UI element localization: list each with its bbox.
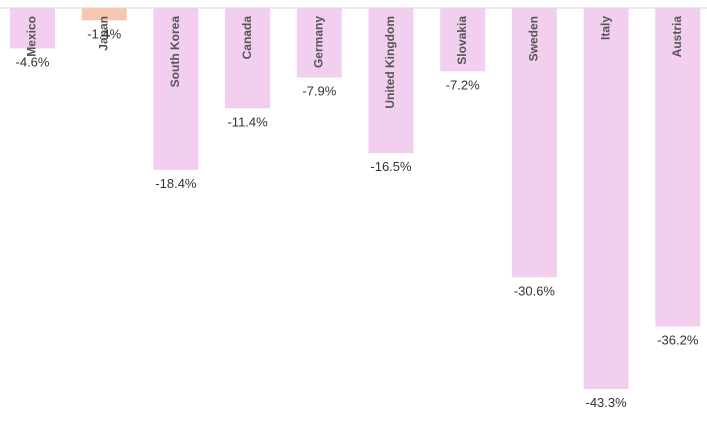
bar-slovakia (440, 8, 486, 72)
value-label-austria: -36.2% (657, 333, 699, 348)
category-label-sweden: Sweden (527, 16, 541, 61)
bar-mexico (10, 8, 55, 49)
bars-group (10, 8, 701, 389)
value-label-canada: -11.4% (227, 114, 268, 129)
value-label-south-korea: -18.4% (155, 176, 197, 191)
value-label-mexico: -4.6% (16, 54, 50, 69)
category-label-austria: Austria (670, 16, 684, 58)
category-label-germany: Germany (311, 16, 325, 68)
bar-germany (296, 8, 342, 78)
value-label-germany: -7.9% (302, 84, 336, 99)
category-label-italy: Italy (598, 16, 612, 40)
value-label-sweden: -30.6% (514, 283, 556, 298)
bar-austria (655, 8, 701, 327)
value-label-united-kingdom: -16.5% (370, 159, 412, 174)
value-label-japan: -1.4% (87, 26, 121, 41)
value-label-slovakia: -7.2% (446, 77, 480, 92)
category-label-mexico: Mexico (25, 16, 39, 57)
bar-united-kingdom (368, 8, 414, 154)
category-label-canada: Canada (240, 16, 254, 60)
bar-canada (225, 8, 271, 109)
category-label-south-korea: South Korea (168, 16, 182, 88)
bar-sweden (511, 8, 557, 278)
value-label-italy: -43.3% (585, 395, 627, 410)
labels-group: Mexico-4.6% Japan-1.4% South Korea -18.4% Ca… (16, 16, 699, 410)
bar-japan (81, 8, 127, 21)
category-label-japan: Japan (96, 16, 110, 51)
category-label-united-kingdom: United Kingdom (383, 16, 397, 109)
category-label-slovakia: Slovakia (455, 16, 469, 65)
bar-south-korea (153, 8, 199, 170)
bar-italy (583, 8, 629, 389)
